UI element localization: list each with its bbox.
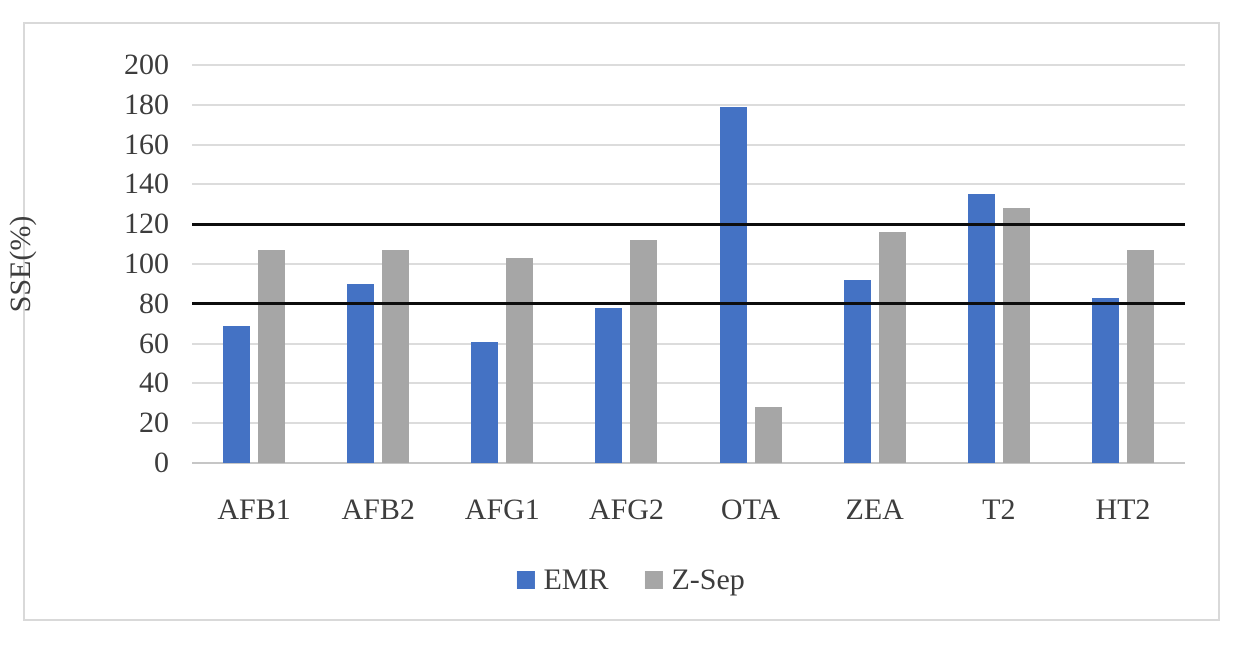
gridline-200 bbox=[192, 64, 1185, 66]
bar-emr-afb2 bbox=[347, 283, 375, 463]
y-tick-80: 80 bbox=[139, 286, 169, 320]
y-tick-60: 60 bbox=[139, 326, 169, 360]
gridline-100 bbox=[192, 263, 1185, 265]
bar-emr-afg2 bbox=[595, 307, 623, 463]
x-tick-zea: ZEA bbox=[845, 493, 904, 526]
legend-label-emr: EMR bbox=[543, 563, 609, 596]
y-tick-140: 140 bbox=[124, 167, 169, 201]
legend: EMR Z-Sep bbox=[516, 563, 745, 596]
bar-z-sep-zea bbox=[878, 232, 906, 463]
y-axis-title: SSE(%) bbox=[4, 215, 37, 313]
x-tick-afb2: AFB2 bbox=[341, 493, 415, 526]
gridline-180 bbox=[192, 103, 1185, 106]
gridline-40 bbox=[192, 382, 1185, 385]
y-tick-120: 120 bbox=[124, 207, 169, 241]
bar-z-sep-ota bbox=[754, 407, 782, 463]
bar-emr-ota bbox=[719, 106, 747, 463]
reference-line-80 bbox=[192, 302, 1185, 306]
legend-label-z-sep: Z-Sep bbox=[671, 563, 745, 596]
x-tick-afg1: AFG1 bbox=[464, 493, 540, 526]
y-tick-160: 160 bbox=[124, 127, 169, 161]
gridline-160 bbox=[192, 143, 1185, 146]
gridline-60 bbox=[192, 342, 1185, 345]
y-tick-200: 200 bbox=[124, 48, 169, 81]
bar-z-sep-afg2 bbox=[630, 240, 658, 463]
x-tick-afg2: AFG2 bbox=[588, 493, 664, 526]
bar-z-sep-afb1 bbox=[258, 250, 286, 463]
bar-emr-t2 bbox=[967, 194, 995, 463]
bar-emr-ht2 bbox=[1091, 297, 1119, 463]
bar-z-sep-afg1 bbox=[506, 258, 534, 463]
x-tick-t2: T2 bbox=[982, 493, 1016, 526]
legend-item-z-sep: Z-Sep bbox=[644, 563, 745, 596]
x-tick-ht2: HT2 bbox=[1095, 493, 1151, 526]
chart-figure: SSE(%) 0 20 40 60 80 100 120 140 160 180 200 AFB1 A… bbox=[4, 22, 1220, 621]
gridline-140 bbox=[192, 183, 1185, 186]
bar-emr-zea bbox=[843, 279, 871, 463]
y-tick-180: 180 bbox=[124, 87, 169, 121]
y-tick-100: 100 bbox=[124, 247, 169, 280]
y-tick-0: 0 bbox=[154, 446, 169, 479]
bar-emr-afg1 bbox=[471, 341, 499, 463]
bar-z-sep-ht2 bbox=[1126, 250, 1154, 463]
plot-area bbox=[192, 64, 1185, 464]
legend-swatch-z-sep-icon bbox=[644, 571, 663, 589]
gridline-20 bbox=[192, 422, 1185, 425]
x-tick-ota: OTA bbox=[720, 493, 781, 526]
legend-item-emr: EMR bbox=[516, 565, 608, 595]
bar-emr-afb1 bbox=[223, 325, 251, 463]
x-axis-line bbox=[192, 462, 1185, 464]
x-axis-labels: AFB1 AFB2 AFG1 AFG2 OTA ZEA T2 HT2 bbox=[192, 492, 1185, 528]
bar-z-sep-afb2 bbox=[382, 250, 410, 463]
bar-z-sep-t2 bbox=[1002, 208, 1030, 463]
legend-swatch-emr-icon bbox=[516, 571, 535, 589]
y-tick-40: 40 bbox=[139, 366, 169, 400]
x-tick-afb1: AFB1 bbox=[217, 493, 291, 526]
y-tick-20: 20 bbox=[139, 406, 169, 440]
reference-line-120 bbox=[192, 222, 1185, 226]
